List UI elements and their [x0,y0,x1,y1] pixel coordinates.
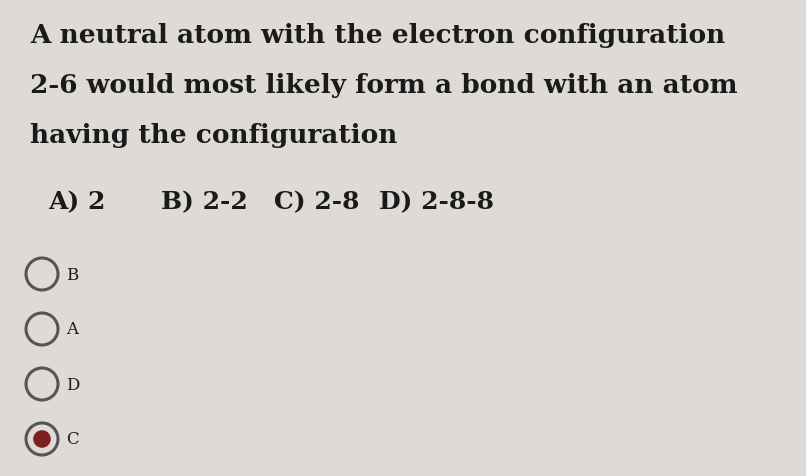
Text: D: D [66,376,79,393]
Text: C: C [66,431,79,447]
Text: D) 2-8-8: D) 2-8-8 [379,189,494,214]
Text: B: B [66,266,78,283]
Text: A neutral atom with the electron configuration: A neutral atom with the electron configu… [30,23,725,48]
Text: A) 2: A) 2 [48,189,106,214]
Text: B) 2-2: B) 2-2 [161,189,248,214]
Text: A: A [66,321,78,338]
Text: having the configuration: having the configuration [30,123,397,148]
Text: 2-6 would most likely form a bond with an atom: 2-6 would most likely form a bond with a… [30,73,737,98]
Circle shape [33,430,51,448]
Text: C) 2-8: C) 2-8 [274,189,359,214]
